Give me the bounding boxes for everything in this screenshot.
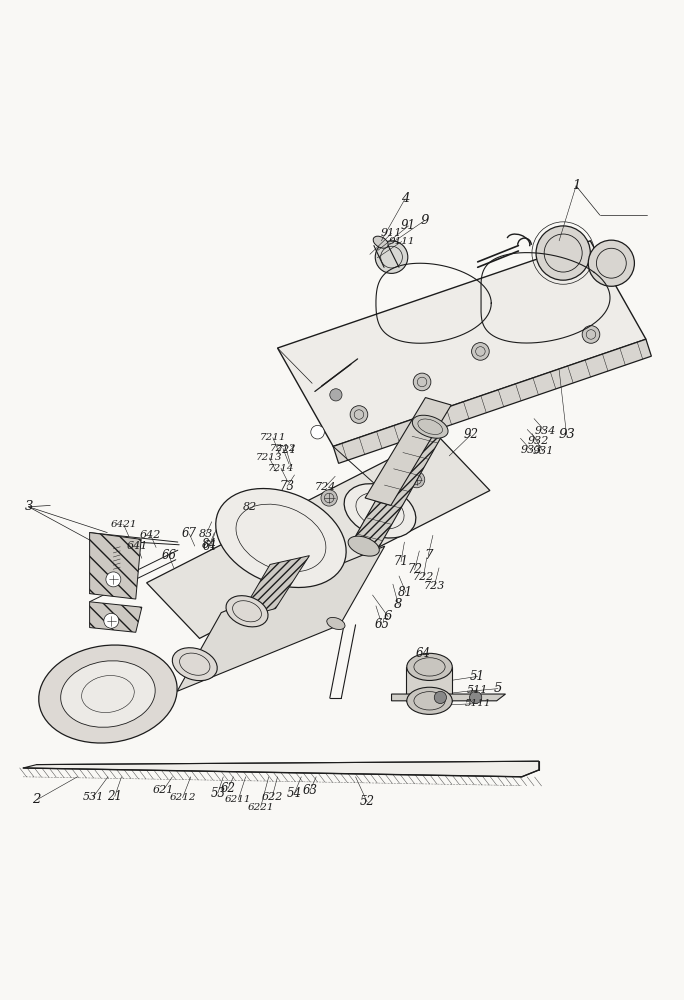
Text: 931: 931 [532, 446, 553, 456]
Text: 6421: 6421 [110, 520, 137, 529]
Text: 83: 83 [199, 529, 213, 539]
Text: 81: 81 [398, 586, 413, 599]
Ellipse shape [172, 648, 218, 681]
Text: 8: 8 [394, 598, 402, 611]
Ellipse shape [215, 489, 346, 587]
Ellipse shape [407, 653, 452, 680]
Text: 73: 73 [280, 480, 295, 493]
Text: 67: 67 [182, 527, 197, 540]
Circle shape [434, 691, 447, 704]
Text: 7213: 7213 [256, 453, 282, 462]
Text: 6211: 6211 [225, 795, 252, 804]
Circle shape [330, 389, 342, 401]
Ellipse shape [373, 236, 388, 248]
Circle shape [536, 226, 590, 280]
Text: 93: 93 [558, 428, 575, 441]
Polygon shape [146, 435, 490, 638]
Circle shape [582, 326, 600, 343]
Text: 6212: 6212 [170, 793, 196, 802]
Text: 51: 51 [470, 670, 485, 683]
Text: 72: 72 [407, 563, 422, 576]
Circle shape [106, 572, 121, 587]
Text: 7: 7 [424, 549, 432, 562]
Text: 53: 53 [211, 787, 225, 800]
Text: 62: 62 [220, 782, 235, 795]
Text: 64: 64 [416, 647, 431, 660]
Text: 933: 933 [521, 445, 542, 455]
Text: 724: 724 [315, 482, 336, 492]
Text: 7211: 7211 [259, 433, 286, 442]
Text: 66: 66 [161, 549, 176, 562]
Text: 722: 722 [412, 572, 434, 582]
Text: 1: 1 [572, 179, 580, 192]
Text: 6221: 6221 [248, 803, 274, 812]
Text: 511: 511 [467, 685, 488, 695]
Text: 63: 63 [302, 784, 317, 797]
Text: 5111: 5111 [464, 699, 491, 708]
Polygon shape [90, 533, 141, 599]
Text: 7212: 7212 [269, 444, 296, 453]
Text: 7214: 7214 [267, 464, 294, 473]
Text: 61: 61 [203, 540, 218, 553]
Text: 65: 65 [375, 618, 389, 631]
Text: 9: 9 [421, 214, 429, 227]
Polygon shape [406, 667, 452, 701]
Polygon shape [90, 602, 142, 632]
Text: 84: 84 [202, 538, 218, 551]
Circle shape [408, 472, 425, 488]
Text: 6: 6 [384, 610, 393, 623]
Polygon shape [177, 546, 384, 691]
Ellipse shape [348, 536, 380, 556]
Text: 54: 54 [287, 787, 302, 800]
Ellipse shape [344, 484, 416, 538]
Polygon shape [365, 398, 451, 505]
Ellipse shape [407, 687, 452, 714]
Text: 52: 52 [360, 795, 375, 808]
Text: 934: 934 [534, 426, 555, 436]
Ellipse shape [327, 617, 345, 630]
Ellipse shape [39, 645, 177, 743]
Circle shape [588, 240, 634, 286]
Ellipse shape [226, 596, 268, 627]
Text: 82: 82 [244, 502, 258, 512]
Text: 932: 932 [527, 436, 549, 446]
Polygon shape [352, 428, 443, 549]
Ellipse shape [412, 415, 448, 438]
Text: 2: 2 [33, 793, 41, 806]
Text: 723: 723 [423, 581, 445, 591]
Text: 91: 91 [401, 219, 416, 232]
Text: 3: 3 [25, 500, 33, 513]
Text: 531: 531 [82, 792, 104, 802]
Text: 641: 641 [127, 541, 148, 551]
Circle shape [104, 613, 119, 628]
Circle shape [469, 691, 482, 704]
Ellipse shape [61, 661, 155, 727]
Text: 9111: 9111 [389, 237, 415, 246]
Circle shape [376, 241, 408, 273]
Polygon shape [391, 694, 505, 701]
Text: 21: 21 [107, 790, 122, 803]
Text: 4: 4 [401, 192, 409, 205]
Circle shape [471, 343, 489, 360]
Text: 911: 911 [381, 228, 402, 238]
Text: 721: 721 [276, 445, 297, 455]
Text: 621: 621 [153, 785, 174, 795]
Polygon shape [278, 241, 646, 446]
Text: 92: 92 [463, 428, 478, 441]
Text: 5: 5 [494, 682, 502, 695]
Polygon shape [238, 556, 309, 619]
Circle shape [311, 425, 324, 439]
Text: 71: 71 [393, 555, 408, 568]
Circle shape [321, 490, 337, 506]
Circle shape [413, 373, 431, 391]
Polygon shape [23, 761, 539, 777]
Circle shape [350, 406, 368, 423]
Text: 622: 622 [261, 792, 282, 802]
Polygon shape [333, 339, 651, 463]
Text: 642: 642 [140, 530, 161, 540]
